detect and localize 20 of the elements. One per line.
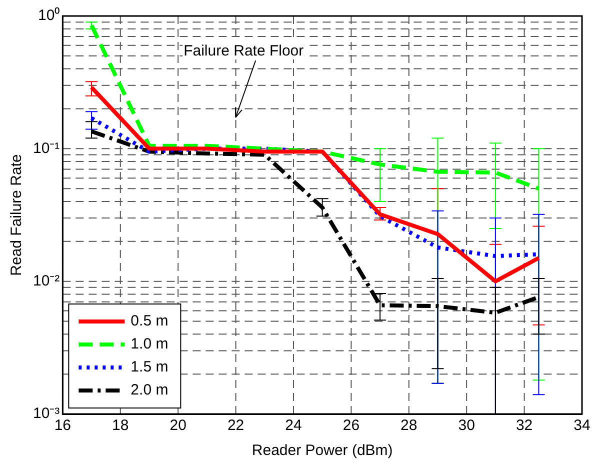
y-tick-label: 10⁻² bbox=[32, 272, 60, 290]
y-tick-label: 10⁻¹ bbox=[32, 140, 60, 157]
x-tick-label: 16 bbox=[54, 417, 72, 434]
x-tick-label: 30 bbox=[458, 417, 475, 434]
x-axis-title: Reader Power (dBm) bbox=[252, 442, 393, 460]
y-tick-label: 10⁰ bbox=[38, 7, 60, 24]
x-tick-label: 26 bbox=[342, 417, 360, 434]
x-tick-label: 22 bbox=[227, 417, 244, 434]
legend-label: 1.0 m bbox=[130, 336, 168, 353]
legend-label: 2.0 m bbox=[130, 382, 168, 399]
annotation: Failure Rate Floor bbox=[184, 42, 304, 60]
x-tick-label: 28 bbox=[400, 417, 418, 434]
x-tick-label: 34 bbox=[574, 417, 590, 434]
legend-label: 0.5 m bbox=[130, 312, 168, 330]
x-tick-label: 18 bbox=[112, 417, 129, 434]
x-tick-label: 20 bbox=[170, 417, 186, 434]
y-axis-title: Read Failure Rate bbox=[8, 154, 26, 276]
legend-label: 1.5 m bbox=[130, 358, 168, 376]
x-tick-label: 24 bbox=[285, 417, 302, 434]
x-tick-label: 32 bbox=[516, 417, 533, 434]
